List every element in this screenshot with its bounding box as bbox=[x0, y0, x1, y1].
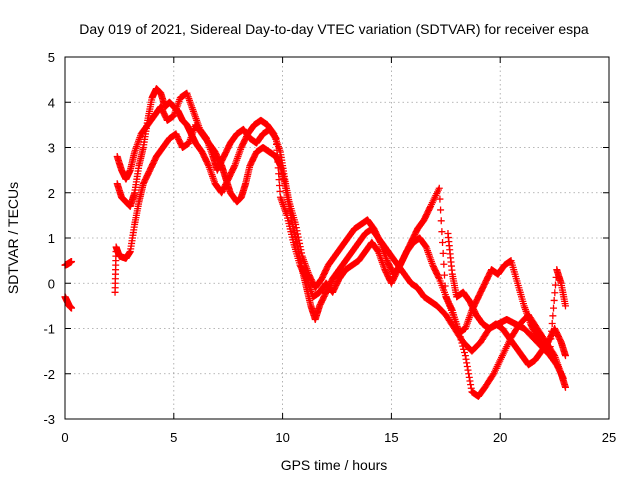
data-point bbox=[549, 312, 557, 320]
y-tick-label: 3 bbox=[48, 141, 55, 156]
data-point bbox=[465, 370, 473, 378]
data-point bbox=[459, 342, 467, 350]
y-tick-label: 2 bbox=[48, 186, 55, 201]
data-point bbox=[439, 239, 447, 247]
x-tick-label: 25 bbox=[602, 430, 616, 445]
data-point bbox=[204, 160, 212, 168]
data-point bbox=[550, 296, 558, 304]
data-point bbox=[437, 217, 445, 225]
data-point bbox=[230, 163, 238, 171]
x-tick-label: 0 bbox=[61, 430, 68, 445]
data-point bbox=[464, 366, 472, 374]
data-point bbox=[275, 170, 283, 178]
x-axis-label: GPS time / hours bbox=[281, 457, 388, 473]
data-point bbox=[550, 350, 558, 358]
y-tick-label: 5 bbox=[48, 50, 55, 65]
y-tick-label: -2 bbox=[43, 367, 55, 382]
y-tick-label: 4 bbox=[48, 95, 55, 110]
x-tick-label: 5 bbox=[170, 430, 177, 445]
data-point bbox=[292, 220, 300, 228]
x-tick-label: 15 bbox=[384, 430, 398, 445]
y-tick-label: -3 bbox=[43, 412, 55, 427]
data-point bbox=[436, 195, 444, 203]
data-point bbox=[440, 271, 448, 279]
data-marks bbox=[61, 85, 569, 400]
data-point bbox=[426, 204, 434, 212]
data-point bbox=[461, 352, 469, 360]
data-point bbox=[439, 249, 447, 257]
data-point bbox=[272, 134, 280, 142]
data-point bbox=[457, 336, 465, 344]
data-point bbox=[294, 233, 302, 241]
data-point bbox=[271, 134, 279, 142]
data-point bbox=[273, 140, 281, 148]
data-point bbox=[467, 381, 475, 389]
data-point bbox=[273, 146, 281, 154]
data-point bbox=[548, 320, 556, 328]
data-point bbox=[448, 305, 456, 313]
data-point bbox=[462, 355, 470, 363]
x-tick-label: 20 bbox=[493, 430, 507, 445]
x-tick-label: 10 bbox=[275, 430, 289, 445]
data-point bbox=[551, 289, 559, 297]
data-point bbox=[275, 176, 283, 184]
data-point bbox=[550, 304, 558, 312]
data-point bbox=[302, 273, 310, 281]
data-point bbox=[294, 230, 302, 238]
y-tick-label: 0 bbox=[48, 276, 55, 291]
data-point bbox=[276, 187, 284, 195]
data-point bbox=[68, 258, 76, 266]
data-point bbox=[458, 339, 466, 347]
data-point bbox=[292, 224, 300, 232]
data-point bbox=[376, 237, 384, 245]
data-point bbox=[274, 164, 282, 172]
data-point bbox=[296, 239, 304, 247]
chart-title: Day 019 of 2021, Sidereal Day-to-day VTE… bbox=[79, 21, 589, 37]
data-point bbox=[440, 260, 448, 268]
data-point bbox=[435, 273, 443, 281]
y-tick-label: -1 bbox=[43, 322, 55, 337]
data-point bbox=[293, 227, 301, 235]
data-point bbox=[460, 345, 468, 353]
data-point bbox=[295, 236, 303, 244]
data-point bbox=[561, 352, 569, 360]
data-point bbox=[298, 249, 306, 257]
data-point bbox=[465, 373, 473, 381]
data-point bbox=[437, 206, 445, 214]
y-axis-label: SDTVAR / TECUs bbox=[5, 182, 21, 294]
data-point bbox=[438, 228, 446, 236]
data-point bbox=[561, 383, 569, 391]
data-point bbox=[68, 304, 76, 312]
data-point bbox=[466, 377, 474, 385]
y-tick-label: 1 bbox=[48, 231, 55, 246]
data-point bbox=[551, 281, 559, 289]
data-point bbox=[435, 184, 443, 192]
data-point bbox=[461, 348, 469, 356]
data-point bbox=[441, 282, 449, 290]
axis-ticks: 0 5 10 15 20 25 -3 -2 -1 0 1 2 3 4 5 bbox=[43, 50, 616, 445]
data-point bbox=[274, 158, 282, 166]
data-point bbox=[273, 152, 281, 160]
data-point bbox=[463, 363, 471, 371]
data-point bbox=[561, 302, 569, 310]
data-point bbox=[276, 182, 284, 190]
data-point bbox=[463, 359, 471, 367]
data-point bbox=[467, 384, 475, 392]
